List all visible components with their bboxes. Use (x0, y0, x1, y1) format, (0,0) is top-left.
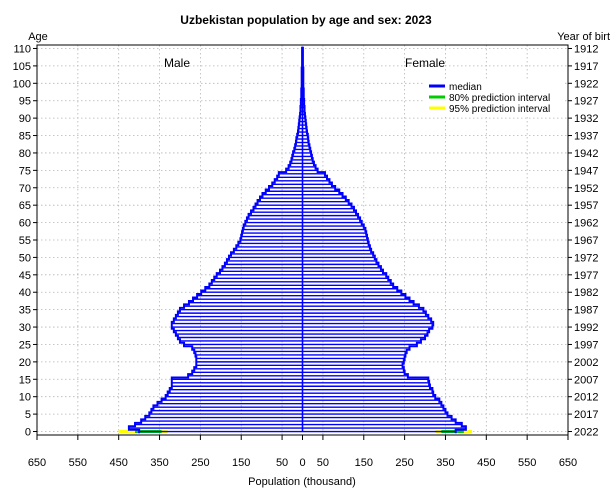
legend-label-median: median (449, 82, 482, 93)
age-tick-label: 85 (19, 131, 31, 143)
population-bars (118, 46, 473, 434)
age-tick-label: 60 (19, 218, 31, 230)
legend-background (425, 79, 563, 115)
birth-year-tick-label: 1927 (574, 96, 598, 108)
x-tick-label: 650 (559, 457, 577, 469)
birth-year-tick-label: 1977 (574, 270, 598, 282)
age-tick-label: 25 (19, 339, 31, 351)
y-axis-label-age: Age (28, 31, 48, 43)
birth-year-tick-label: 1952 (574, 183, 598, 195)
birth-year-tick-label: 1942 (574, 148, 598, 160)
birth-year-tick-label: 1982 (574, 287, 598, 299)
birth-year-tick-label: 1987 (574, 305, 598, 317)
birth-year-tick-label: 2022 (574, 427, 598, 439)
age-tick-label: 10 (19, 392, 31, 404)
age-tick-label: 55 (19, 235, 31, 247)
age-tick-label: 75 (19, 165, 31, 177)
female-label: Female (405, 56, 445, 70)
age-tick-label: 50 (19, 252, 31, 264)
x-tick-label: 150 (355, 457, 373, 469)
birth-year-tick-label: 2012 (574, 392, 598, 404)
x-tick-label: 350 (436, 457, 454, 469)
age-tick-label: 30 (19, 322, 31, 334)
birth-year-tick-label: 1957 (574, 200, 598, 212)
birth-year-tick-label: 1972 (574, 252, 598, 264)
birth-year-tick-label: 1912 (574, 43, 598, 55)
age-tick-label: 45 (19, 270, 31, 282)
age-tick-label: 105 (13, 61, 31, 73)
birth-year-tick-label: 1947 (574, 165, 598, 177)
birth-year-tick-label: 1967 (574, 235, 598, 247)
x-tick-label: 650 (28, 457, 46, 469)
x-tick-label: 550 (69, 457, 87, 469)
x-tick-label: 250 (191, 457, 209, 469)
x-tick-label: 50 (317, 457, 329, 469)
age-tick-label: 15 (19, 374, 31, 386)
axes: 650 550 450 350 250 150 50 0 50 150 250 350 450 550 65… (13, 43, 599, 469)
legend-label-95-interval: 95% prediction interval (449, 104, 550, 115)
age-tick-label: 70 (19, 183, 31, 195)
legend: median 80% prediction interval 95% predi… (425, 79, 563, 115)
birth-year-tick-label: 1937 (574, 131, 598, 143)
x-tick-label: 550 (518, 457, 536, 469)
age-tick-label: 40 (19, 287, 31, 299)
x-tick-label: 250 (395, 457, 413, 469)
x-tick-label: 450 (477, 457, 495, 469)
y-axis-label-year-of-birth: Year of birt (557, 31, 610, 43)
birth-year-tick-label: 2017 (574, 409, 598, 421)
chart-title: Uzbekistan population by age and sex: 20… (180, 13, 432, 27)
male-label: Male (164, 56, 190, 70)
age-tick-label: 35 (19, 305, 31, 317)
birth-year-tick-label: 2007 (574, 374, 598, 386)
age-tick-label: 95 (19, 96, 31, 108)
age-tick-label: 90 (19, 113, 31, 125)
birth-year-tick-label: 1992 (574, 322, 598, 334)
x-axis-label: Population (thousand) (248, 476, 356, 488)
birth-year-tick-label: 1962 (574, 218, 598, 230)
age-tick-label: 0 (25, 427, 31, 439)
male-median-outline (127, 46, 304, 434)
x-tick-label: 0 (299, 457, 305, 469)
birth-year-tick-label: 2002 (574, 357, 598, 369)
birth-year-tick-label: 1997 (574, 339, 598, 351)
x-tick-label: 150 (232, 457, 250, 469)
x-tick-label: 450 (110, 457, 128, 469)
age-tick-label: 20 (19, 357, 31, 369)
age-tick-label: 80 (19, 148, 31, 160)
birth-year-tick-label: 1917 (574, 61, 598, 73)
birth-year-tick-label: 1932 (574, 113, 598, 125)
age-tick-label: 110 (13, 43, 31, 55)
x-tick-label: 50 (276, 457, 288, 469)
age-tick-label: 5 (25, 409, 31, 421)
age-tick-label: 65 (19, 200, 31, 212)
x-tick-label: 350 (150, 457, 168, 469)
age-tick-label: 100 (13, 78, 31, 90)
legend-label-80-interval: 80% prediction interval (449, 93, 550, 104)
female-median-outline (301, 46, 467, 434)
birth-year-tick-label: 1922 (574, 78, 598, 90)
